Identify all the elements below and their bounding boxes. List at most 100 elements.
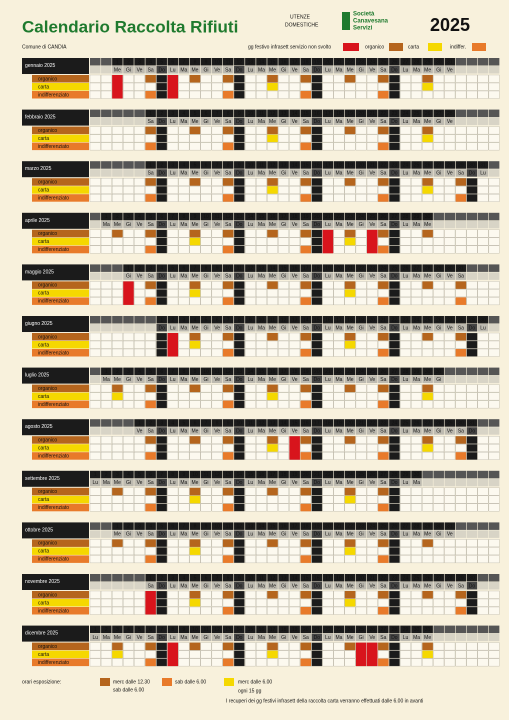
day-cell: [178, 134, 190, 143]
day-cell: [411, 281, 422, 290]
day-number-cell: [378, 212, 389, 221]
day-number: 14: [292, 575, 298, 581]
day-cell: [322, 487, 334, 496]
day-cell: [422, 503, 434, 512]
weekday-cell: [378, 220, 389, 229]
indiff-mark: [222, 452, 234, 460]
weekday-cell: [123, 117, 134, 126]
day-number-cell: [455, 58, 467, 66]
weekday-cell: [123, 530, 134, 538]
weekday-cell: [178, 427, 190, 435]
footer-label: orari esposizione:: [22, 679, 61, 685]
day-number-cell: [477, 264, 489, 272]
day-number-cell: [333, 470, 345, 479]
day-number-cell: [300, 58, 311, 66]
weekday-cell: [389, 117, 400, 126]
weekday-cell: [112, 427, 123, 435]
weekday: Ma: [103, 222, 110, 228]
day-number: 2: [160, 163, 163, 169]
day-number: 15: [248, 472, 254, 478]
weekday: Do: [236, 377, 243, 383]
day-cell: [477, 503, 489, 512]
weekday-cell: [200, 478, 212, 487]
day-cell: [200, 392, 212, 401]
day-number: 27: [436, 575, 442, 581]
day-number: 27: [447, 317, 453, 323]
weekday-cell: [234, 478, 245, 487]
weekday: Sa: [380, 67, 386, 73]
weekday: Do: [159, 67, 166, 73]
day-number: 6: [149, 472, 152, 478]
footer-note: I recuperi dei gg festivi infrasett dell…: [226, 698, 423, 704]
day-cell: [100, 332, 112, 341]
weekday: Lu: [325, 635, 331, 641]
day-cell: [233, 503, 245, 512]
weekday-cell: [222, 324, 234, 332]
weekday-cell: [466, 375, 478, 384]
day-number-cell: [156, 58, 167, 66]
weekday: Lu: [248, 222, 254, 228]
weekday-cell: [200, 324, 212, 332]
weekday-cell: [234, 220, 245, 229]
day-number: 19: [292, 627, 298, 633]
month-year: 2025: [44, 63, 55, 69]
day-cell: [100, 487, 112, 496]
day-cell: [422, 495, 434, 504]
day-cell: [411, 74, 422, 83]
day-cell: [444, 487, 456, 496]
day-number-cell: [400, 367, 411, 376]
day-cell: [123, 340, 134, 349]
weekday-cell: [211, 66, 223, 74]
day-cell: [488, 289, 500, 298]
day-number-cell: [344, 58, 356, 66]
day-number-cell: [477, 574, 489, 582]
day-number-cell: [311, 316, 323, 324]
day-number: 19: [303, 214, 309, 220]
day-number: 31: [436, 369, 442, 375]
day-cell: [333, 650, 345, 659]
carta-mark: [112, 392, 123, 401]
day-cell: [233, 134, 245, 143]
day-number: 14: [248, 369, 254, 375]
organico-mark: [344, 126, 356, 135]
day-cell: [366, 340, 378, 349]
day-cell: [322, 606, 334, 615]
weekday: Sa: [303, 222, 309, 228]
day-cell: [178, 281, 190, 290]
day-number: 16: [281, 59, 287, 65]
day-cell: [211, 384, 223, 393]
weekday: Me: [424, 377, 431, 383]
day-cell: [366, 400, 378, 409]
weekday-cell: [200, 169, 212, 177]
day-cell: [422, 297, 434, 306]
day-cell: [200, 134, 212, 143]
weekday-cell: [167, 169, 179, 177]
day-cell: [167, 436, 179, 444]
day-cell: [123, 142, 134, 151]
weekday: Do: [314, 67, 321, 73]
day-cell: [200, 332, 212, 341]
day-cell: [389, 90, 400, 99]
day-number: 5: [149, 369, 152, 375]
weekday-cell: [400, 66, 411, 74]
day-cell: [145, 237, 157, 246]
day-cell: [322, 348, 334, 357]
weekday: Lu: [403, 119, 409, 125]
row-label-bg: [32, 503, 89, 512]
day-number: 1: [149, 575, 152, 581]
weekday: Ma: [336, 480, 343, 486]
weekday-cell: [389, 375, 400, 384]
day-cell: [256, 650, 267, 659]
day-cell: [222, 237, 234, 246]
day-number-cell: [300, 625, 311, 634]
organico-mark: [300, 281, 311, 289]
weekday: Ve: [447, 583, 453, 589]
weekday: Lu: [403, 171, 409, 177]
day-number: 24: [369, 59, 375, 65]
weekday-cell: [156, 117, 167, 126]
weekday-cell: [367, 427, 378, 435]
day-cell: [322, 642, 334, 651]
day-cell: [333, 186, 345, 194]
day-number: 24: [347, 627, 353, 633]
day-cell: [422, 658, 434, 667]
